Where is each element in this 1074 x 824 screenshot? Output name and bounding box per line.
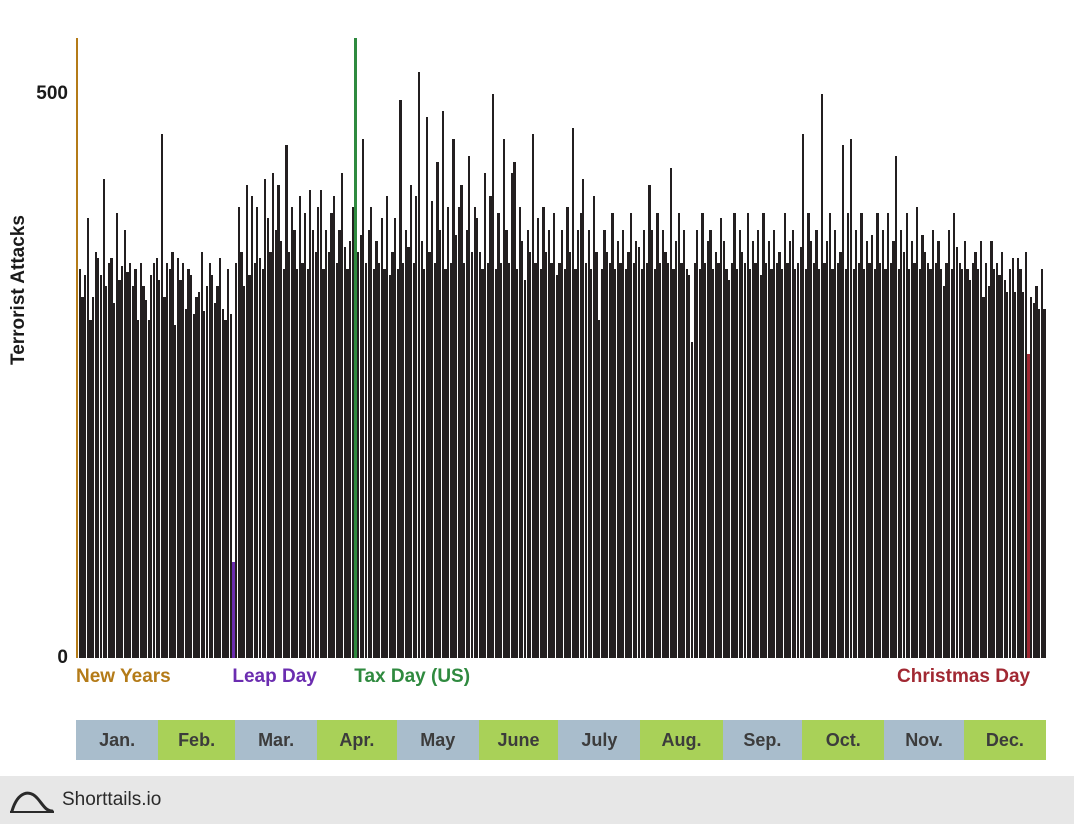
y-tick: 0	[28, 647, 68, 669]
callout-label: Tax Day (US)	[354, 666, 470, 688]
bar	[1043, 309, 1045, 658]
chart-container: Terrorist Attacks 0 500 New Years Leap Day…	[0, 0, 1074, 824]
month-cell: Feb.	[158, 720, 235, 760]
y-tick: 500	[28, 83, 68, 105]
plot-area	[76, 38, 1046, 658]
month-cell: May	[397, 720, 479, 760]
month-cell: June	[479, 720, 559, 760]
callout-label: Christmas Day	[897, 666, 1030, 688]
month-cell: Oct.	[802, 720, 884, 760]
month-cell: Mar.	[235, 720, 317, 760]
callout-label: Leap Day	[232, 666, 316, 688]
month-axis-strip: Jan.Feb.Mar.Apr.MayJuneJulyAug.Sep.Oct.N…	[76, 720, 1046, 760]
month-cell: Aug.	[640, 720, 722, 760]
month-cell: Dec.	[964, 720, 1046, 760]
callout-label: New Years	[76, 666, 171, 688]
shorttails-logo-icon	[10, 785, 54, 815]
footer-label: Shorttails.io	[62, 789, 161, 811]
y-axis-label: Terrorist Attacks	[8, 215, 30, 365]
month-cell: Jan.	[76, 720, 158, 760]
month-cell: July	[558, 720, 640, 760]
footer-bar: Shorttails.io	[0, 776, 1074, 824]
month-cell: Apr.	[317, 720, 397, 760]
month-cell: Sep.	[723, 720, 803, 760]
month-cell: Nov.	[884, 720, 964, 760]
